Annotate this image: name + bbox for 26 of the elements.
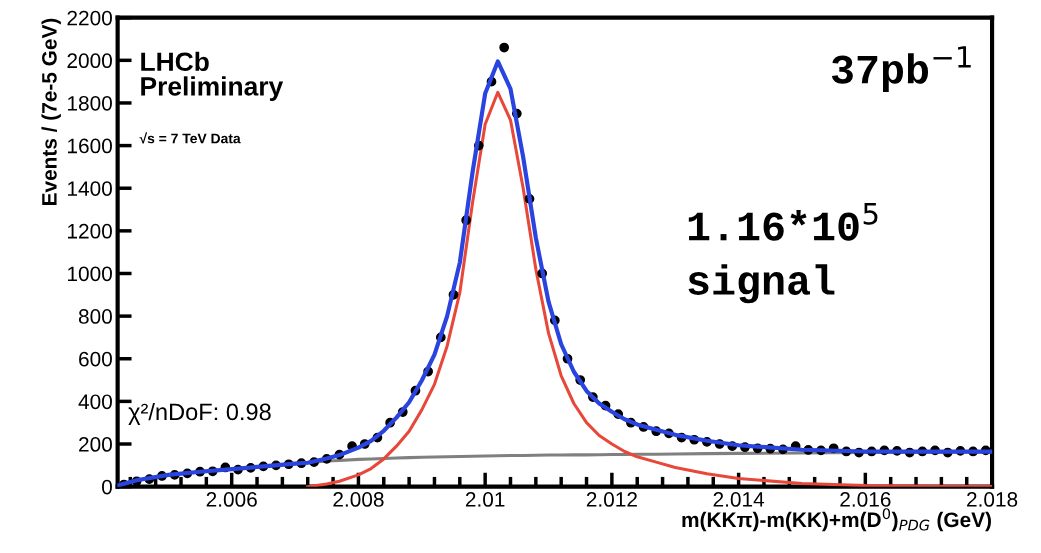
y-tick-label: 2000 bbox=[67, 53, 112, 69]
x-axis-title: m(KKπ)-m(KK)+m(D$^{0}$)$_{PDG}$ (GeV) bbox=[682, 508, 991, 532]
y-tick-label: 1600 bbox=[68, 138, 112, 154]
x-tick-label: 2.018 bbox=[967, 492, 1018, 507]
annotation: LHCb Preliminary bbox=[141, 51, 284, 101]
y-tick-label: 800 bbox=[78, 309, 112, 324]
annotation: √s = 7 TeV Data bbox=[139, 132, 241, 144]
x-tick-label: 2.006 bbox=[206, 492, 257, 507]
y-tick-label: 200 bbox=[79, 437, 112, 452]
x-tick-label: 2.014 bbox=[713, 492, 765, 507]
x-tick-label: 2.012 bbox=[586, 492, 637, 507]
y-tick-label: 1200 bbox=[68, 223, 112, 239]
y-tick-label: 2200 bbox=[67, 10, 112, 26]
x-tick-label: 2.01 bbox=[465, 492, 505, 507]
annotation: 37pb$^{−1}$ bbox=[831, 46, 971, 93]
y-tick-label: 1800 bbox=[68, 95, 112, 111]
y-tick-label: 1400 bbox=[68, 181, 112, 196]
y-axis-title: Events / (7e-5 GeV) bbox=[41, 18, 61, 206]
y-tick-label: 400 bbox=[78, 394, 112, 410]
x-tick-label: 2.016 bbox=[840, 492, 891, 507]
text: 1.16*10$^{5}$ signal bbox=[688, 203, 878, 304]
y-tick-label: 1000 bbox=[68, 266, 112, 282]
annotation: χ²/nDoF: 0.98 bbox=[128, 402, 271, 425]
y-tick-label: 0 bbox=[102, 479, 112, 495]
y-tick-label: 600 bbox=[79, 351, 112, 367]
x-tick-label: 2.008 bbox=[333, 492, 384, 507]
